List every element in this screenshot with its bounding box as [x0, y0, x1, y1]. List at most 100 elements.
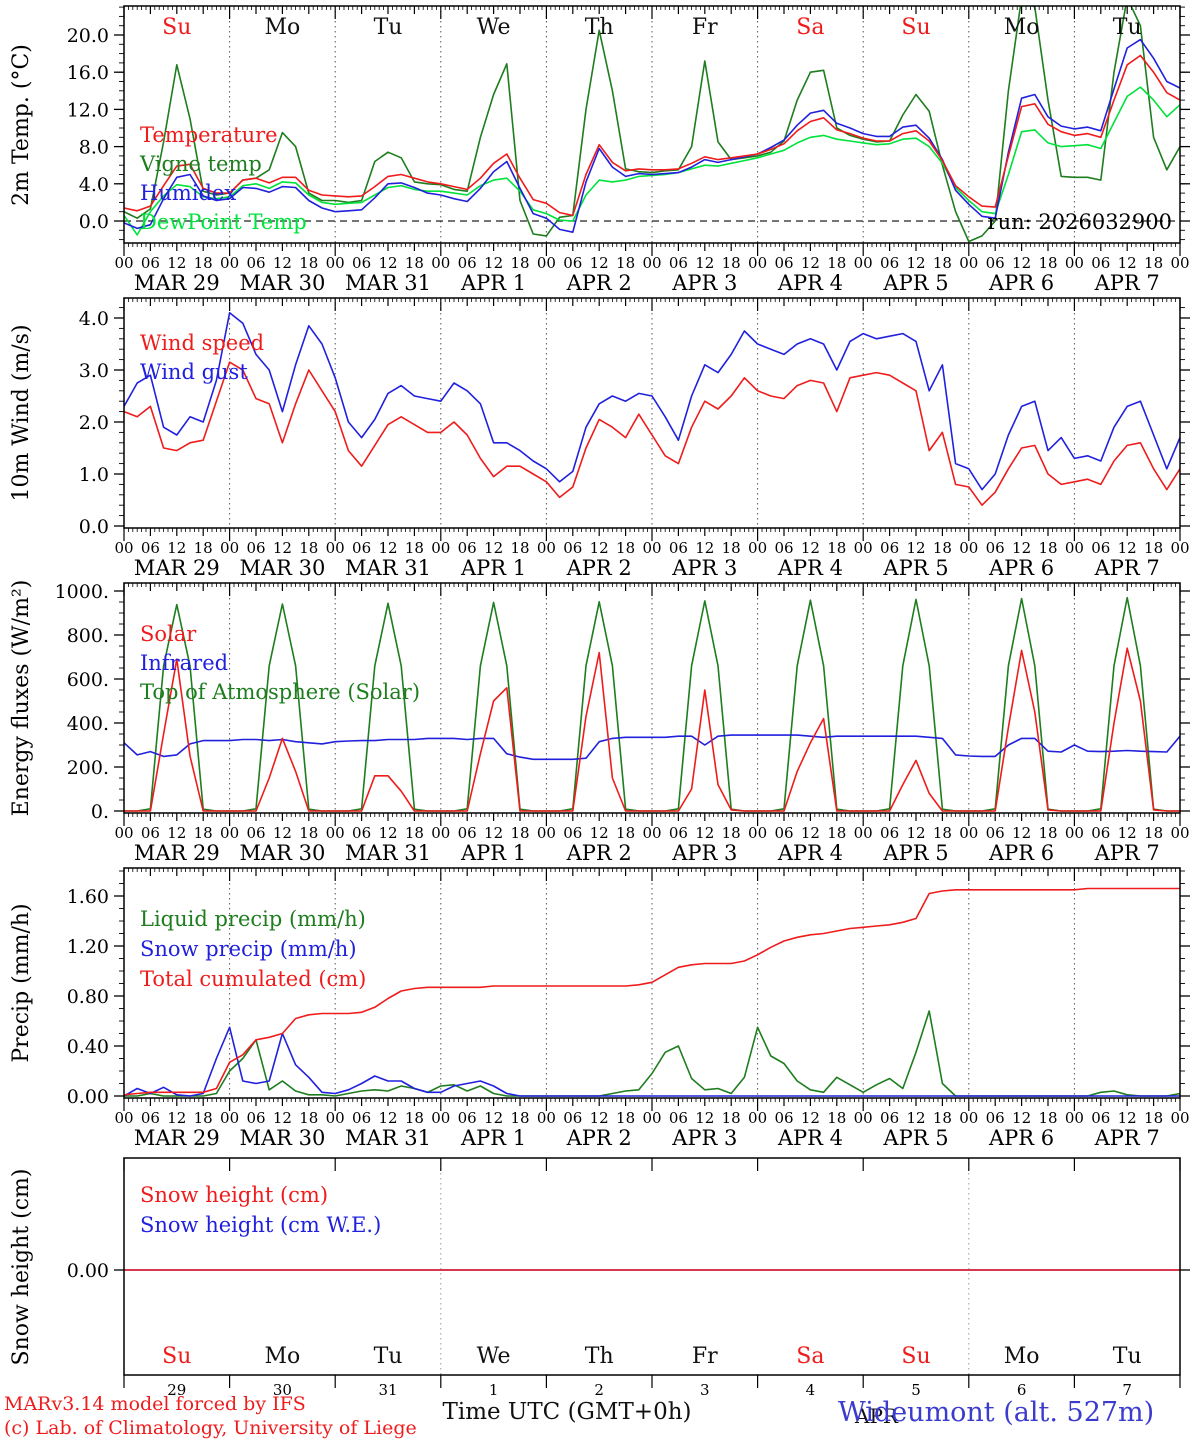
hour-tick-label: 06: [1091, 539, 1110, 557]
hour-tick-label: 18: [933, 1109, 952, 1127]
date-label: APR 5: [882, 841, 948, 865]
hour-tick-label: 06: [563, 254, 582, 272]
hour-tick-label: 00: [959, 1109, 978, 1127]
series-wind-speed: [124, 361, 1180, 507]
legend-item: Snow height (cm): [140, 1183, 328, 1207]
date-label: APR 4: [777, 556, 843, 580]
hour-tick-label: 06: [986, 1109, 1005, 1127]
hour-tick-label: 12: [1118, 824, 1137, 842]
hour-tick-label: 12: [1118, 254, 1137, 272]
hour-tick-label: 00: [1065, 254, 1084, 272]
hour-tick-label: 00: [748, 254, 767, 272]
y-tick-label: 0.00: [67, 1086, 109, 1108]
hour-tick-label: 12: [273, 824, 292, 842]
y-tick-label: 0.: [91, 801, 109, 823]
hour-tick-label: 06: [458, 1109, 477, 1127]
date-label: APR 1: [460, 1126, 526, 1150]
hour-tick-label: 12: [167, 824, 186, 842]
y-axis-title: Energy fluxes (W/m²): [9, 580, 34, 817]
date-label: APR 1: [460, 841, 526, 865]
hour-tick-label: 18: [510, 539, 529, 557]
hour-tick-label: 12: [906, 824, 925, 842]
hour-tick-label: 12: [906, 254, 925, 272]
hour-tick-label: 18: [405, 824, 424, 842]
y-axis-title: Precip (mm/h): [9, 903, 34, 1062]
hour-tick-label: 00: [1170, 539, 1189, 557]
hour-tick-label: 18: [933, 824, 952, 842]
hour-tick-label: 06: [880, 254, 899, 272]
time-axis-title: Time UTC (GMT+0h): [442, 1399, 692, 1425]
y-axis-title: 10m Wind (m/s): [9, 324, 34, 501]
series-vigne-temp: [124, 6, 1180, 243]
day-letter-label: We: [477, 15, 511, 40]
hour-tick-label: 18: [1038, 254, 1057, 272]
credit-line-2: (c) Lab. of Climatology, University of L…: [4, 1417, 417, 1439]
hour-tick-label: 12: [167, 539, 186, 557]
hour-tick-label: 12: [378, 824, 397, 842]
hour-tick-label: 18: [722, 539, 741, 557]
hour-tick-label: 06: [1091, 1109, 1110, 1127]
day-letter-label: Tu: [374, 15, 403, 40]
hour-tick-label: 18: [1038, 1109, 1057, 1127]
date-label: APR 7: [1094, 1126, 1160, 1150]
hour-tick-label: 06: [774, 824, 793, 842]
hour-tick-label: 18: [194, 824, 213, 842]
date-label: APR 1: [460, 556, 526, 580]
hour-tick-label: 18: [722, 1109, 741, 1127]
date-label: APR 2: [566, 271, 632, 295]
hour-tick-label: 06: [986, 254, 1005, 272]
hour-tick-label: 18: [933, 254, 952, 272]
hour-tick-label: 00: [1065, 824, 1084, 842]
hour-tick-label: 06: [246, 539, 265, 557]
date-label: APR 5: [882, 556, 948, 580]
legend-item: Wind speed: [140, 331, 264, 355]
hour-tick-label: 18: [1144, 539, 1163, 557]
hour-tick-label: 00: [1065, 1109, 1084, 1127]
hour-tick-label: 18: [1144, 1109, 1163, 1127]
day-number-label: 2: [594, 1381, 604, 1399]
hour-tick-label: 12: [167, 254, 186, 272]
date-label: APR 2: [566, 556, 632, 580]
y-tick-label: 1.0: [79, 464, 109, 486]
hour-tick-label: 00: [431, 824, 450, 842]
hour-tick-label: 06: [1091, 824, 1110, 842]
hour-tick-label: 18: [1038, 539, 1057, 557]
legend-item: Snow height (cm W.E.): [140, 1213, 381, 1237]
hour-tick-label: 12: [1118, 1109, 1137, 1127]
hour-tick-label: 00: [642, 824, 661, 842]
hour-tick-label: 12: [1012, 539, 1031, 557]
hour-tick-label: 06: [352, 254, 371, 272]
hour-tick-label: 00: [326, 539, 345, 557]
date-label: APR 7: [1094, 271, 1160, 295]
hour-tick-label: 00: [1170, 254, 1189, 272]
date-label: APR 7: [1094, 841, 1160, 865]
y-tick-label: 400.: [67, 713, 109, 735]
hour-tick-label: 00: [642, 254, 661, 272]
hour-tick-label: 00: [1065, 539, 1084, 557]
day-letter-label: Tu: [1113, 15, 1142, 40]
day-letter-label: Mo: [1004, 1344, 1040, 1369]
hour-tick-label: 18: [405, 539, 424, 557]
series-solar: [124, 647, 1180, 812]
date-label: APR 3: [671, 841, 737, 865]
snow-height-panel: 0.00 29 30 31 1 2 3 4 5 6 7 Su Mo Tu We Th Fr Sa Su Mo Tu Sno…: [9, 1157, 1190, 1399]
hour-tick-label: 12: [1012, 824, 1031, 842]
hour-tick-label: 00: [220, 254, 239, 272]
hour-tick-label: 18: [299, 824, 318, 842]
hour-tick-label: 00: [1170, 824, 1189, 842]
hour-tick-label: 06: [352, 1109, 371, 1127]
hour-tick-label: 12: [484, 539, 503, 557]
y-tick-label: 4.0: [79, 308, 109, 330]
temperature-panel: 0.0 4.0 8.0 12.0 16.0 20.0 00 06 12 18 00 06 12 18 00 0…: [9, 5, 1190, 295]
hour-tick-label: 06: [774, 1109, 793, 1127]
date-label: APR 4: [777, 271, 843, 295]
wind-panel: 0.0 1.0 2.0 3.0 4.0 00 06 12 18 00 06 12 18 00 06 12 18 0…: [9, 297, 1190, 580]
day-letter-label: We: [477, 1344, 511, 1369]
hour-tick-label: 06: [880, 824, 899, 842]
hour-tick-label: 12: [1118, 539, 1137, 557]
day-number-label: 6: [1017, 1381, 1027, 1399]
date-label: APR 1: [460, 271, 526, 295]
date-label: MAR 29: [134, 556, 220, 580]
hour-tick-label: 18: [194, 539, 213, 557]
hour-tick-label: 00: [537, 254, 556, 272]
